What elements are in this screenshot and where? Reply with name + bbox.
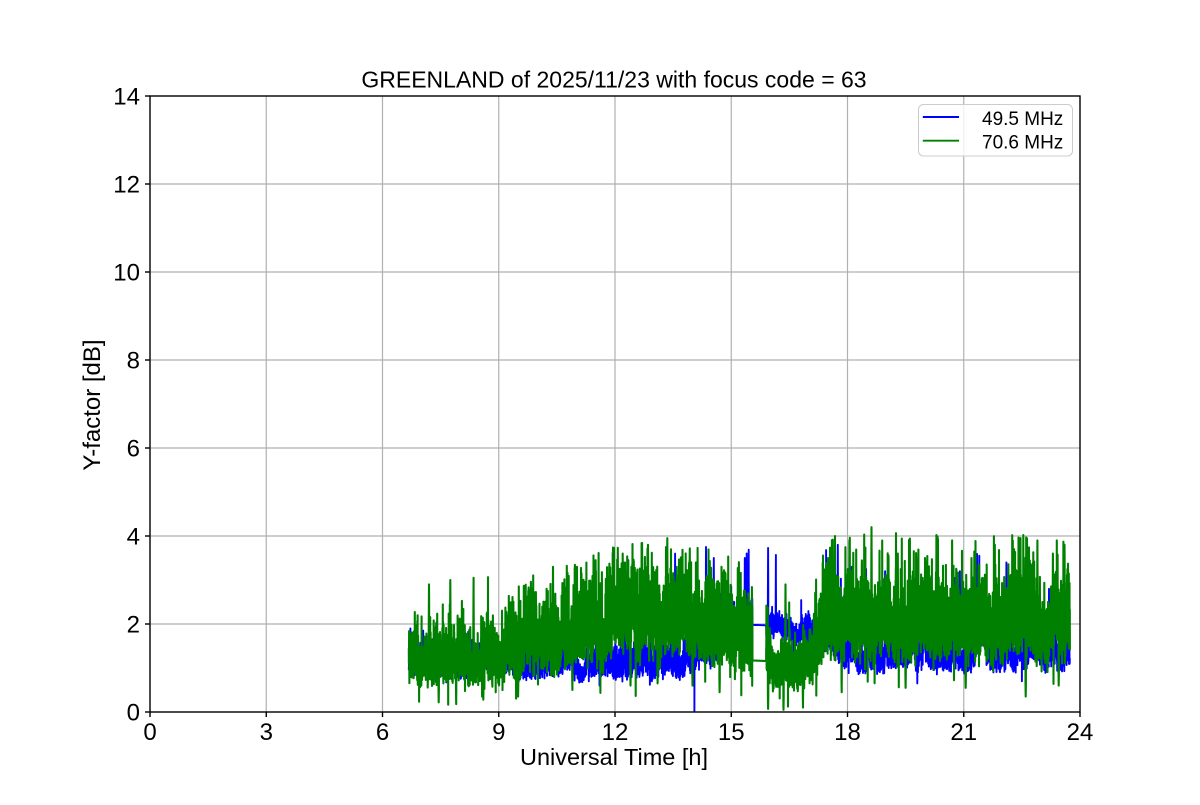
- svg-text:0: 0: [127, 700, 140, 727]
- svg-text:Y-factor [dB]: Y-factor [dB]: [79, 339, 106, 470]
- svg-text:Universal Time [h]: Universal Time [h]: [520, 744, 708, 770]
- svg-text:12: 12: [113, 172, 140, 199]
- svg-text:10: 10: [113, 260, 140, 287]
- svg-text:8: 8: [127, 348, 140, 375]
- svg-text:18: 18: [834, 719, 861, 746]
- svg-text:6: 6: [376, 719, 389, 746]
- svg-text:21: 21: [950, 719, 977, 746]
- svg-text:15: 15: [718, 719, 745, 746]
- svg-text:9: 9: [492, 719, 505, 746]
- svg-text:4: 4: [127, 524, 140, 551]
- svg-text:70.6 MHz: 70.6 MHz: [982, 133, 1063, 154]
- svg-text:2: 2: [127, 612, 140, 639]
- svg-text:0: 0: [143, 719, 156, 746]
- svg-text:12: 12: [602, 719, 629, 746]
- svg-text:24: 24: [1067, 719, 1094, 746]
- svg-text:GREENLAND of 2025/11/23 with f: GREENLAND of 2025/11/23 with focus code …: [361, 67, 866, 93]
- svg-text:49.5 MHz: 49.5 MHz: [982, 109, 1063, 130]
- svg-text:3: 3: [260, 719, 273, 746]
- svg-text:6: 6: [127, 436, 140, 463]
- svg-text:14: 14: [113, 84, 140, 111]
